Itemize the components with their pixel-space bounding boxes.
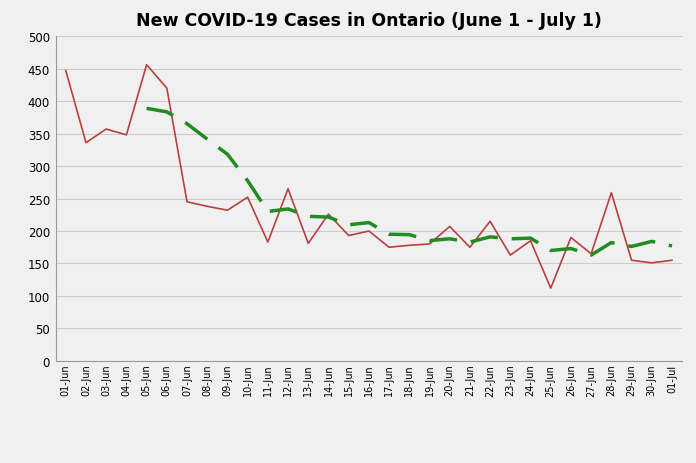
Title: New COVID-19 Cases in Ontario (June 1 - July 1): New COVID-19 Cases in Ontario (June 1 - … bbox=[136, 12, 602, 30]
